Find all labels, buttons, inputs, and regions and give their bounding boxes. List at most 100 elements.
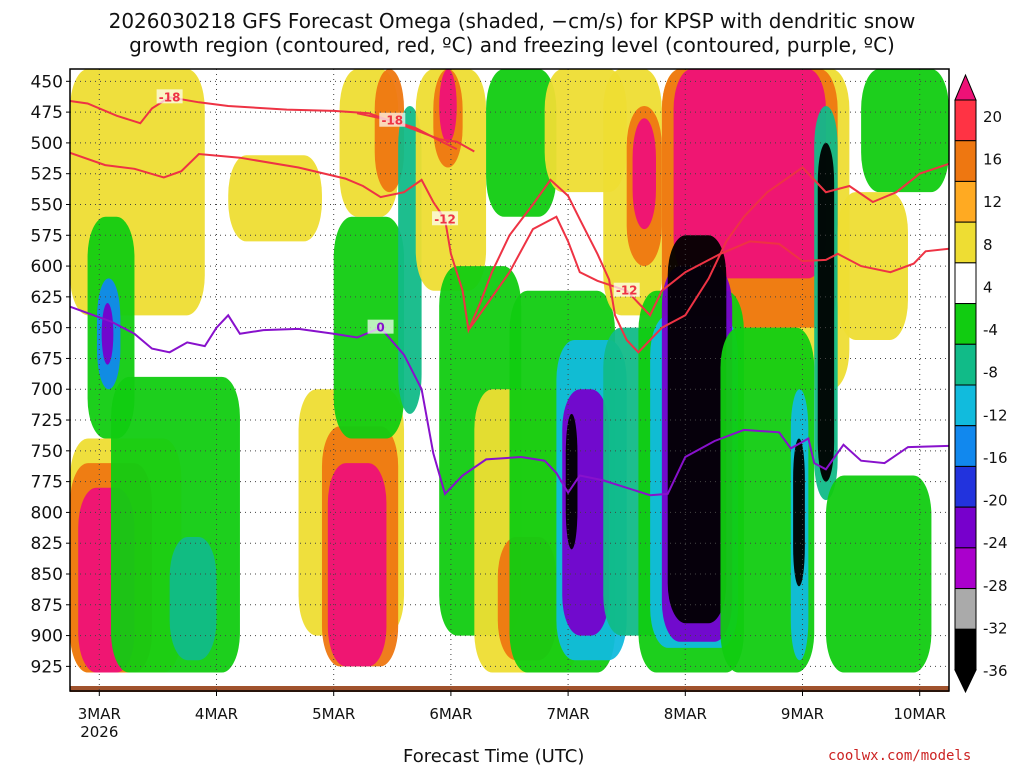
plot-border (69, 68, 950, 692)
y-tick-label-16: 850 (31, 565, 63, 585)
dendritic-contour-3 (467, 215, 949, 331)
colorbar-label-1: 16 (983, 151, 1002, 169)
chart-title-line-1: 2026030218 GFS Forecast Omega (shaded, −… (108, 9, 916, 33)
colorbar-label-4: 4 (983, 278, 993, 296)
colorbar-label-5: -4 (983, 321, 998, 339)
dendritic-contour-label-1: -18 (381, 114, 403, 128)
time-axis: 3MAR 4MAR 5MAR 6MAR 7MAR 8MAR 9MAR 10MAR 2026 (78, 691, 946, 741)
x-tick-label-1: 4MAR (195, 705, 238, 723)
freezing-contour-label-0: 0 (376, 321, 384, 335)
x-tick-label-7: 10MAR (893, 705, 946, 723)
y-tick-label-5: 575 (31, 226, 63, 246)
x-tick-label-5: 8MAR (664, 705, 707, 723)
dendritic-contour-2 (70, 151, 949, 354)
ground-strip (70, 686, 949, 692)
colorbar-label-2: 12 (983, 193, 1002, 211)
omega-blob-39 (667, 235, 727, 624)
terrain-ground (70, 686, 949, 692)
dendritic-contour-label-bg-0 (156, 89, 183, 104)
y-tick-label-14: 800 (31, 503, 63, 523)
colorbar-label-3: 8 (983, 236, 993, 254)
omega-blob-32 (632, 118, 656, 230)
y-tick-label-7: 625 (31, 288, 63, 308)
dendritic-contour-label-bg-2 (432, 211, 459, 226)
colorbar-segment-10 (954, 465, 977, 508)
y-tick-label-8: 650 (31, 319, 63, 339)
colorbar-label-6: -8 (983, 364, 998, 382)
colorbar-label-7: -12 (983, 406, 1008, 424)
colorbar: 20 16 12 8 4 -4 -8 -12 -16 -20 -24 -28 -32 -36 (954, 73, 1008, 694)
y-tick-label-11: 725 (31, 411, 63, 431)
y-tick-label-0: 450 (31, 72, 63, 92)
y-tick-label-15: 825 (31, 534, 63, 554)
omega-shading (70, 69, 949, 673)
y-tick-label-17: 875 (31, 596, 63, 616)
omega-blob-1 (228, 155, 322, 242)
colorbar-segment-7 (954, 343, 977, 386)
x-axis-label: Forecast Time (UTC) (403, 746, 585, 767)
omega-blob-6 (169, 537, 217, 661)
colorbar-label-13: -36 (983, 662, 1008, 680)
omega-blob-28 (565, 413, 578, 550)
omega-blob-46 (837, 192, 908, 340)
freezing-contour-0 (70, 305, 949, 497)
dendritic-contour-label-2: -12 (434, 212, 456, 226)
colorbar-segment-14 (954, 628, 977, 671)
colorbar-segment-5 (954, 262, 977, 305)
x-tick-label-3: 6MAR (429, 705, 472, 723)
colorbar-label-10: -24 (983, 534, 1008, 552)
x-tick-label-2: 5MAR (312, 705, 355, 723)
colorbar-segment-11 (954, 506, 977, 549)
y-tick-label-12: 750 (31, 442, 63, 462)
x-year-label: 2026 (80, 723, 118, 741)
colorbar-bottom-arrow (954, 669, 977, 694)
colorbar-segment-13 (954, 588, 977, 630)
colorbar-segment-2 (954, 140, 977, 182)
colorbar-label-11: -28 (983, 577, 1008, 595)
y-tick-label-1: 475 (31, 103, 63, 123)
colorbar-segment-3 (954, 180, 977, 223)
omega-blob-35 (673, 69, 826, 279)
dendritic-contour-label-bg-3 (613, 282, 640, 297)
credit-link[interactable]: coolwx.com/models (828, 748, 972, 764)
y-tick-label-6: 600 (31, 257, 63, 277)
plot-frame (69, 68, 950, 692)
y-tick-label-10: 700 (31, 380, 63, 400)
colorbar-label-0: 20 (983, 108, 1002, 126)
y-tick-label-2: 500 (31, 134, 63, 154)
freezing-contour-label-bg-0 (367, 319, 394, 334)
x-tick-label-6: 9MAR (781, 705, 824, 723)
omega-blob-19 (439, 69, 457, 143)
x-tick-label-4: 7MAR (547, 705, 590, 723)
omega-blob-47 (825, 475, 932, 673)
omega-blob-45 (861, 69, 949, 193)
grid-lines (70, 69, 949, 691)
dendritic-contour-label-bg-1 (379, 112, 406, 127)
pressure-axis: 450 475 500 525 550 575 600 625 650 675 700 725 750 7… (31, 72, 70, 677)
y-tick-label-4: 550 (31, 195, 63, 215)
y-tick-label-9: 675 (31, 349, 63, 369)
colorbar-segment-8 (954, 384, 977, 427)
colorbar-segment-4 (954, 221, 977, 264)
colorbar-top-arrow (954, 73, 977, 101)
colorbar-label-12: -32 (983, 619, 1008, 637)
temperature-contours: -18 -18 -12 -12 0 (70, 89, 949, 497)
colorbar-segment-6 (954, 303, 977, 345)
dendritic-contour-label-0: -18 (159, 90, 181, 104)
omega-blob-23 (486, 69, 557, 217)
y-tick-label-18: 900 (31, 627, 63, 647)
omega-blob-15 (374, 69, 405, 193)
omega-blob-44 (817, 142, 835, 482)
omega-blob-12 (327, 463, 387, 667)
y-tick-label-19: 925 (31, 657, 63, 677)
chart-title-line-2: growth region (contoured, red, ºC) and f… (129, 33, 895, 57)
omega-blob-9 (101, 303, 114, 365)
colorbar-segment-12 (954, 547, 977, 590)
colorbar-segment-1 (954, 99, 977, 142)
y-tick-label-3: 525 (31, 165, 63, 185)
dendritic-contour-label-3: -12 (616, 284, 638, 298)
colorbar-label-8: -16 (983, 449, 1008, 467)
colorbar-label-9: -20 (983, 492, 1008, 510)
omega-blob-42 (793, 438, 805, 587)
